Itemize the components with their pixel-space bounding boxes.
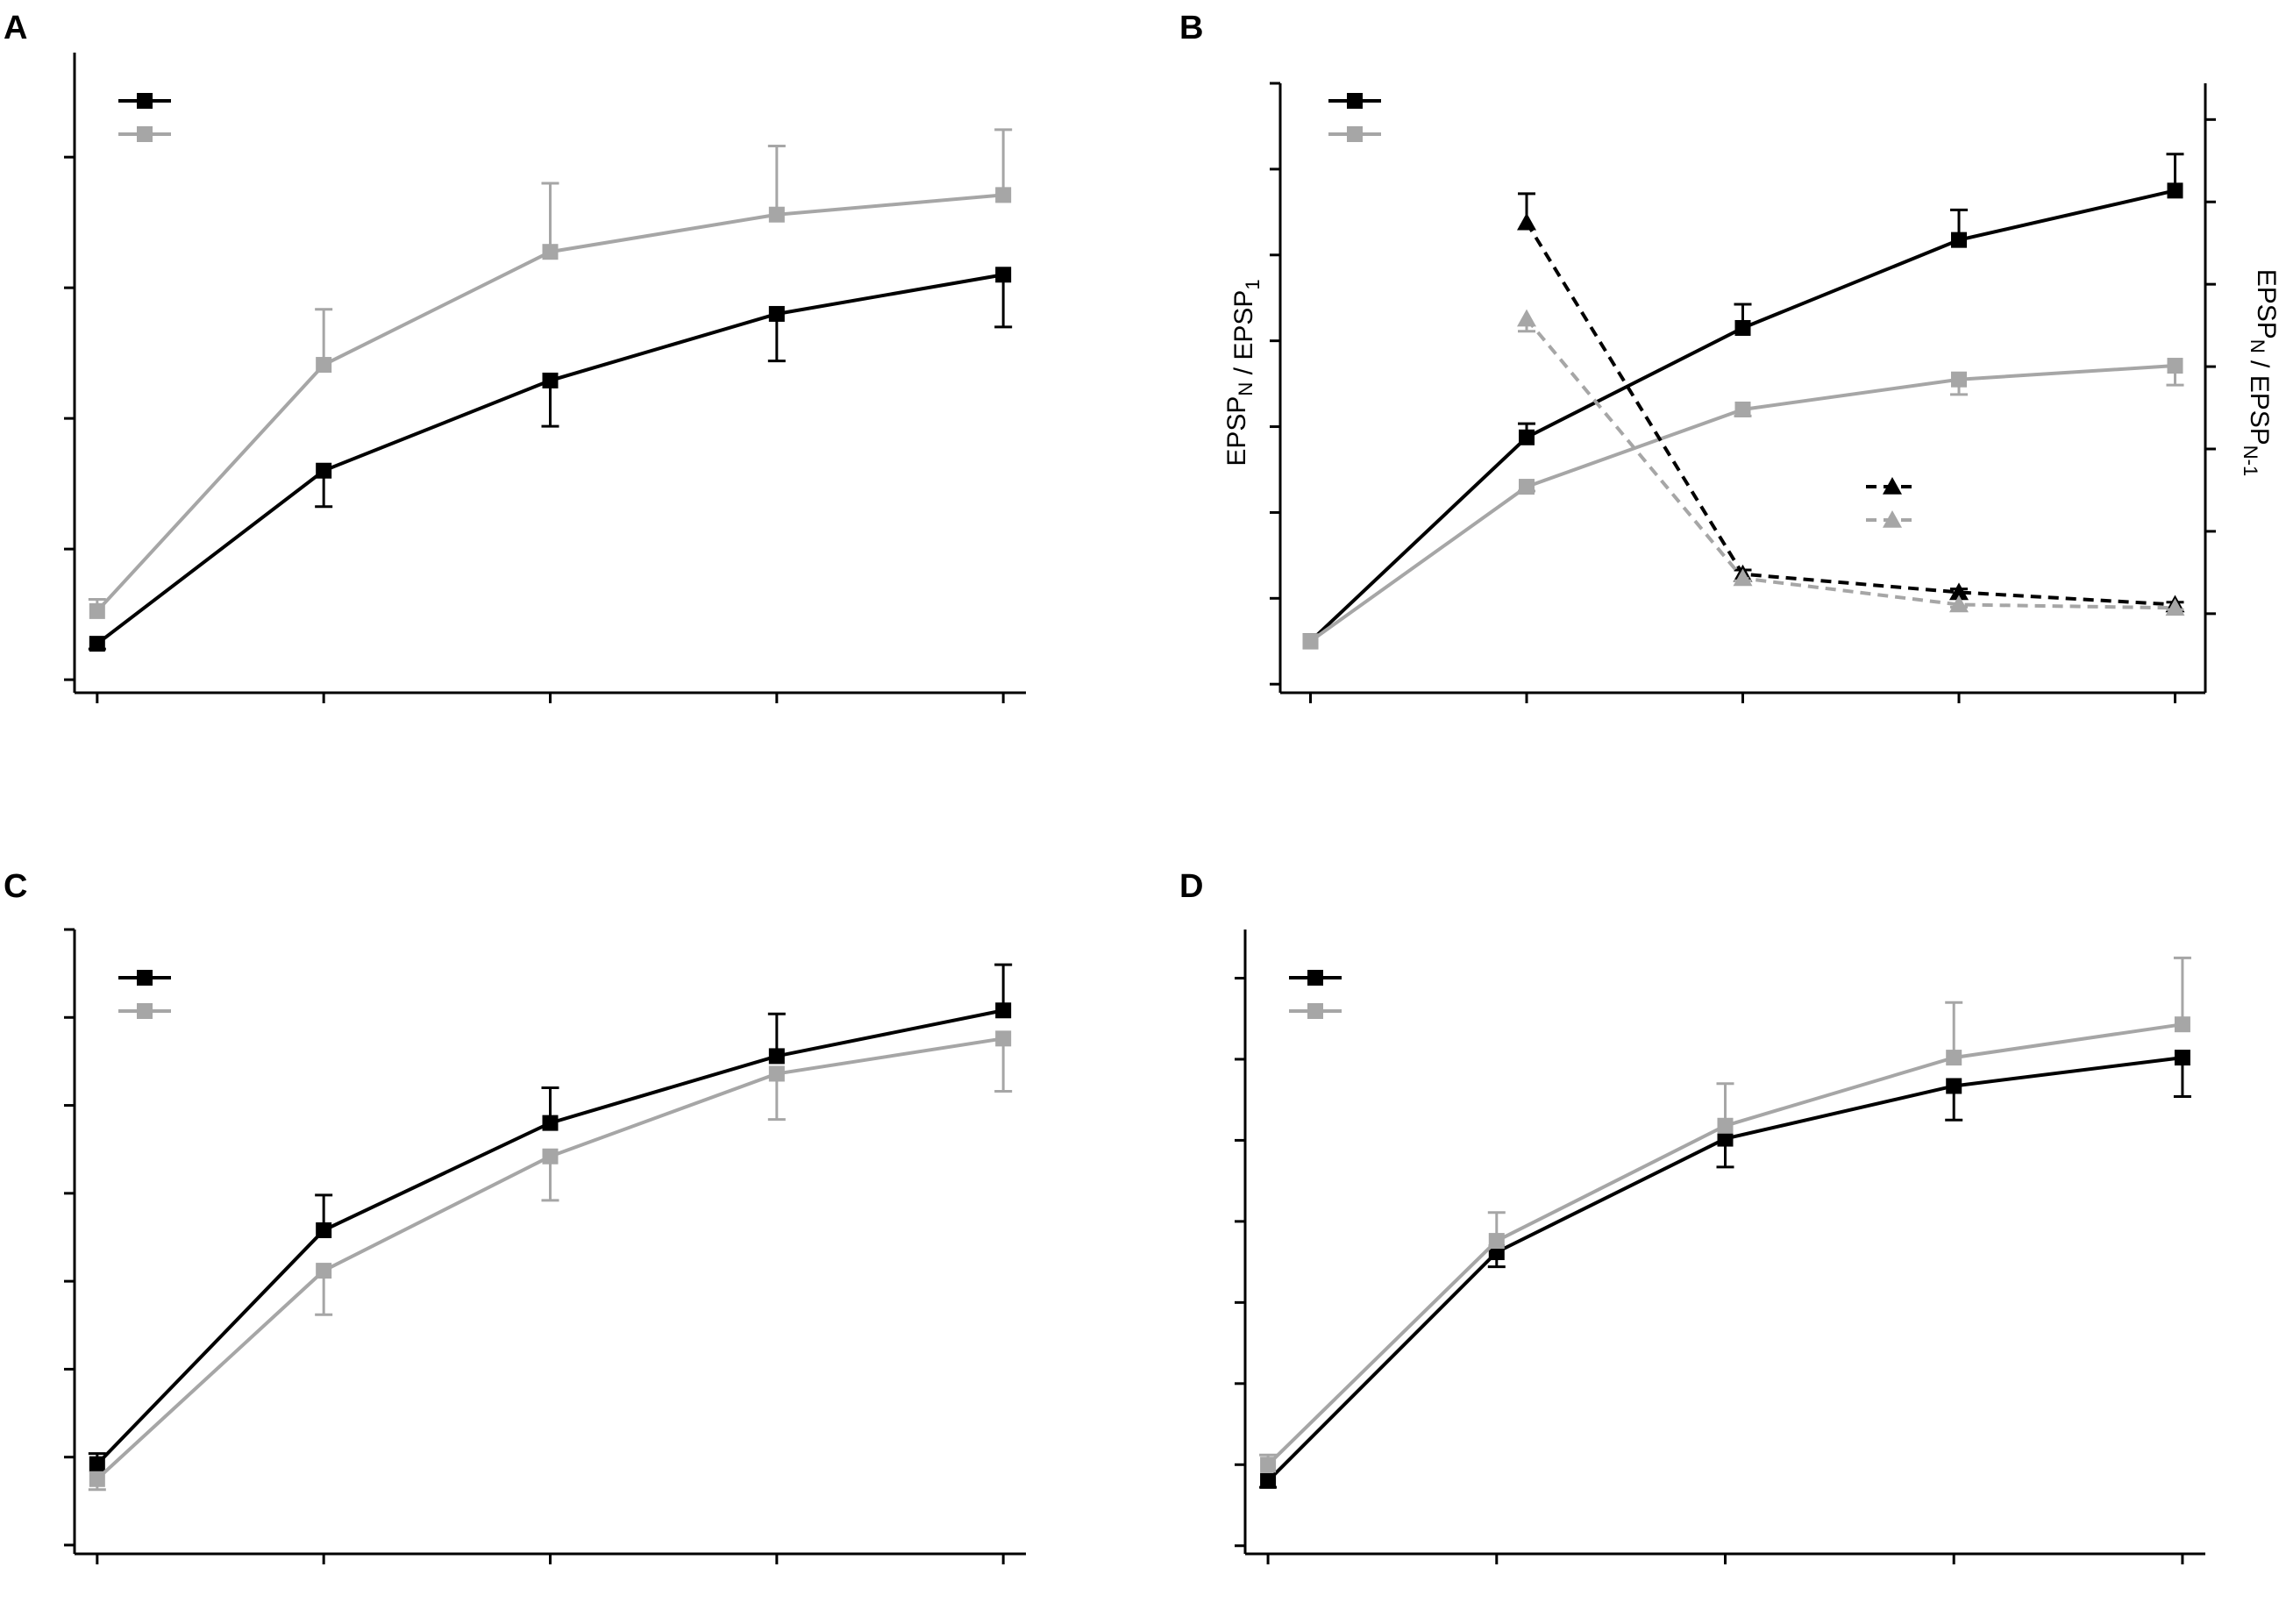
data-point — [1488, 1233, 1505, 1250]
panel-label-d: D — [1179, 868, 1203, 905]
panel-b-normalized-epsp-clonidine: EPSPN / EPSP1 EPSPN / EPSPN-1 — [1222, 82, 2281, 703]
data-point — [1519, 429, 1535, 445]
data-point — [1717, 1117, 1734, 1134]
data-point — [2167, 182, 2183, 199]
data-point — [1946, 1050, 1962, 1066]
panel-label-a: A — [4, 10, 27, 46]
data-point — [1733, 568, 1753, 587]
data-point — [316, 357, 332, 374]
panel-label-c: C — [4, 868, 27, 905]
data-point — [1519, 479, 1535, 495]
panel-d-epsp-amplitude-isoproterenol — [1235, 930, 2205, 1564]
data-point — [2165, 598, 2185, 616]
data-point — [995, 1030, 1012, 1047]
data-point — [995, 187, 1012, 203]
data-point — [768, 206, 785, 223]
data-point — [768, 305, 785, 322]
legend-marker — [137, 126, 153, 142]
panel-a-epsp-amplitude-clonidine — [64, 53, 1026, 703]
data-point — [1260, 1472, 1277, 1489]
data-point — [1517, 309, 1537, 327]
series-line-0 — [96, 273, 1004, 645]
y-axis-label: EPSPN / EPSP1 — [1222, 279, 1264, 466]
legend-marker — [137, 93, 153, 109]
data-point — [1734, 401, 1751, 417]
data-point — [542, 1115, 559, 1131]
data-point — [1517, 212, 1537, 231]
panel-label-b: B — [1179, 10, 1203, 46]
data-point — [1948, 595, 1969, 613]
data-point — [1950, 231, 1967, 248]
series-line-0 — [96, 1008, 1004, 1466]
legend-marker — [137, 970, 153, 986]
data-point — [1734, 319, 1751, 336]
legend-marker — [1883, 510, 1902, 528]
series-line-2 — [1525, 221, 2176, 607]
data-point — [1302, 633, 1319, 650]
legend-marker — [1883, 477, 1902, 495]
data-point — [995, 267, 1012, 283]
data-point — [1950, 371, 1967, 388]
data-point — [1946, 1078, 1962, 1094]
data-point — [89, 1471, 105, 1487]
legend-marker — [1347, 93, 1363, 109]
data-point — [768, 1048, 785, 1065]
data-point — [89, 636, 105, 652]
data-point — [768, 1065, 785, 1082]
panel-c-epsp-amplitude-phenylephrine — [64, 928, 1026, 1564]
data-point — [2174, 1050, 2190, 1066]
data-point — [2174, 1016, 2190, 1033]
data-point — [995, 1002, 1012, 1019]
data-point — [542, 1148, 559, 1165]
data-point — [1260, 1457, 1277, 1473]
legend-marker — [1307, 1003, 1323, 1019]
data-point — [89, 1456, 105, 1472]
data-point — [89, 602, 105, 619]
legend-marker — [137, 1003, 153, 1019]
y-axis-right-label: EPSPN / EPSPN-1 — [2240, 269, 2281, 476]
data-point — [1948, 582, 1969, 601]
data-point — [542, 244, 559, 260]
data-point — [316, 462, 332, 479]
data-point — [542, 372, 559, 388]
data-point — [316, 1263, 332, 1279]
data-point — [1717, 1130, 1734, 1147]
data-point — [2167, 358, 2183, 374]
legend-marker — [1307, 970, 1323, 986]
series-line-3 — [1525, 317, 2176, 610]
legend-marker — [1347, 126, 1363, 142]
data-point — [316, 1222, 332, 1238]
